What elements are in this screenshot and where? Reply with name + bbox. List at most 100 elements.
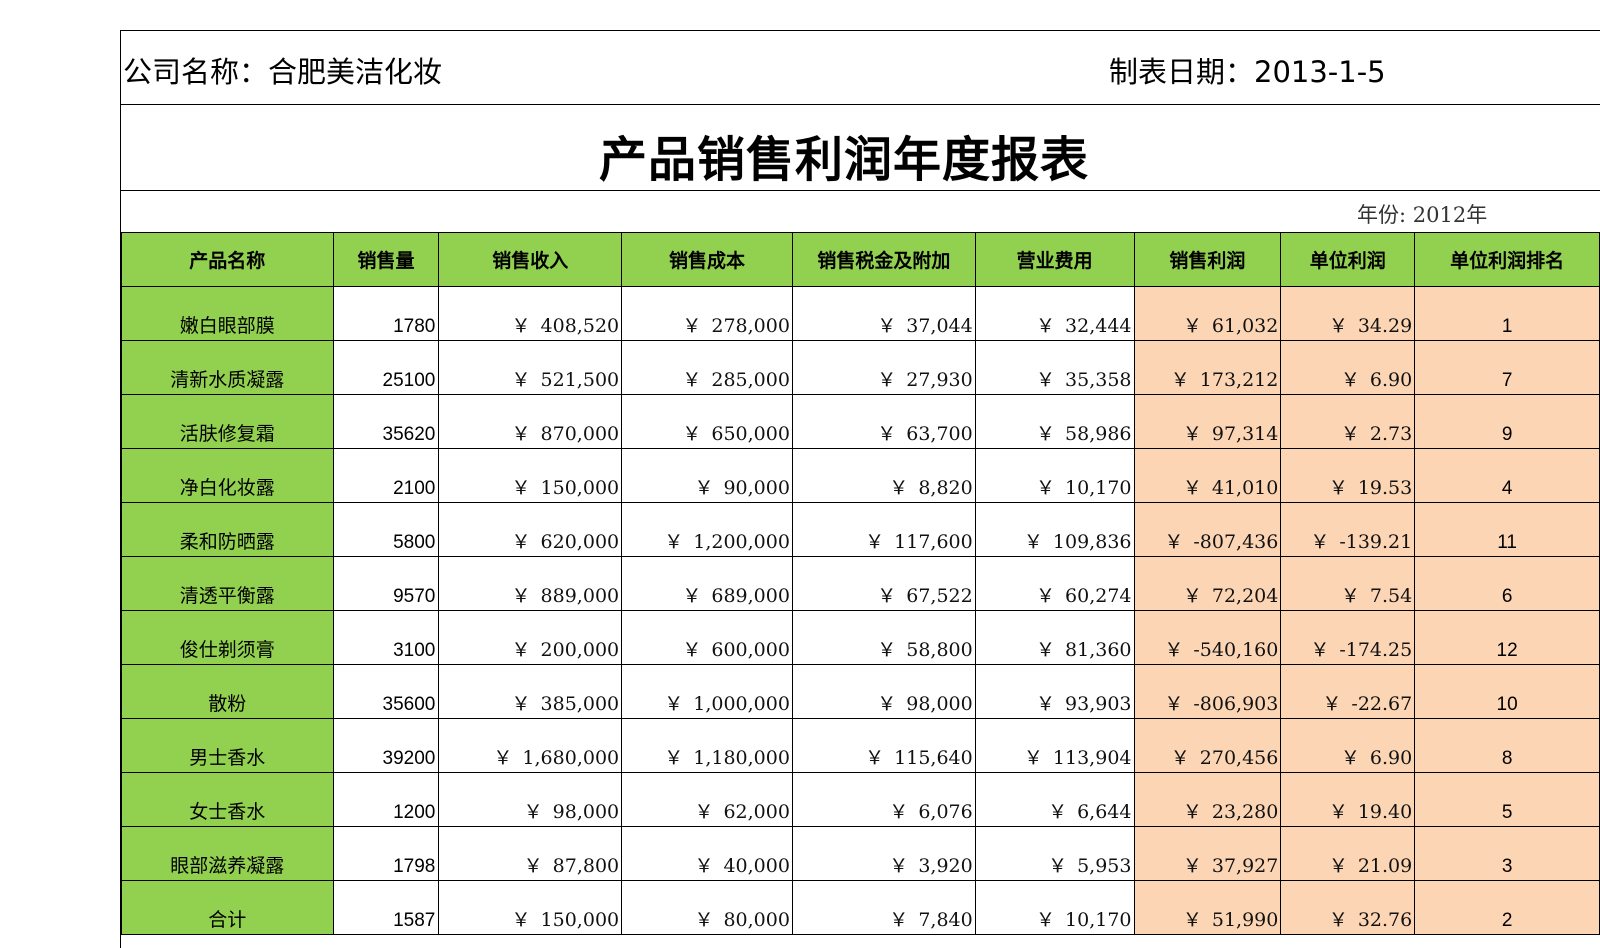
cell-rank[interactable]: 2	[1414, 880, 1600, 935]
cell-tax[interactable]: ￥ 58,800	[791, 610, 976, 665]
cell-rank[interactable]: 12	[1414, 610, 1600, 665]
cell-cost[interactable]: ￥ 40,000	[621, 826, 793, 881]
cell-unit-profit[interactable]: ￥ 7.54	[1280, 556, 1416, 611]
cell-rank[interactable]: 1	[1414, 286, 1600, 341]
cell-profit[interactable]: ￥ 173,212	[1133, 340, 1282, 395]
cell-cost[interactable]: ￥ 600,000	[621, 610, 793, 665]
cell-unit-profit[interactable]: ￥ -174.25	[1280, 610, 1416, 665]
cell-expense[interactable]: ￥ 6,644	[974, 772, 1135, 827]
cell-revenue[interactable]: ￥ 87,800	[438, 826, 623, 881]
cell-cost[interactable]: ￥ 62,000	[621, 772, 793, 827]
cell-unit-profit[interactable]: ￥ -139.21	[1280, 502, 1416, 557]
cell-expense[interactable]: ￥ 93,903	[974, 664, 1135, 719]
cell-product-name[interactable]: 清透平衡露	[121, 556, 334, 611]
cell-tax[interactable]: ￥ 117,600	[791, 502, 976, 557]
cell-expense[interactable]: ￥ 10,170	[974, 880, 1135, 935]
cell-revenue[interactable]: ￥ 98,000	[438, 772, 623, 827]
cell-rank[interactable]: 9	[1414, 394, 1600, 449]
cell-unit-profit[interactable]: ￥ 2.73	[1280, 394, 1416, 449]
cell-expense[interactable]: ￥ 5,953	[974, 826, 1135, 881]
cell-expense[interactable]: ￥ 113,904	[974, 718, 1135, 773]
cell-profit[interactable]: ￥ 37,927	[1133, 826, 1282, 881]
cell-tax[interactable]: ￥ 6,076	[791, 772, 976, 827]
col-header-rank[interactable]: 单位利润排名	[1414, 232, 1600, 287]
col-header-revenue[interactable]: 销售收入	[438, 232, 623, 287]
cell-expense[interactable]: ￥ 32,444	[974, 286, 1135, 341]
cell-qty[interactable]: 3100	[332, 610, 440, 665]
cell-revenue[interactable]: ￥ 200,000	[438, 610, 623, 665]
cell-qty[interactable]: 25100	[332, 340, 440, 395]
cell-qty[interactable]: 1587	[332, 880, 440, 935]
cell-tax[interactable]: ￥ 98,000	[791, 664, 976, 719]
cell-rank[interactable]: 6	[1414, 556, 1600, 611]
cell-profit[interactable]: ￥ 41,010	[1133, 448, 1282, 503]
col-header-product[interactable]: 产品名称	[121, 232, 334, 287]
cell-profit[interactable]: ￥ -806,903	[1133, 664, 1282, 719]
cell-cost[interactable]: ￥ 285,000	[621, 340, 793, 395]
cell-profit[interactable]: ￥ 51,990	[1133, 880, 1282, 935]
cell-tax[interactable]: ￥ 7,840	[791, 880, 976, 935]
cell-product-name[interactable]: 清新水质凝露	[121, 340, 334, 395]
cell-tax[interactable]: ￥ 3,920	[791, 826, 976, 881]
cell-cost[interactable]: ￥ 90,000	[621, 448, 793, 503]
cell-qty[interactable]: 2100	[332, 448, 440, 503]
cell-expense[interactable]: ￥ 58,986	[974, 394, 1135, 449]
cell-expense[interactable]: ￥ 35,358	[974, 340, 1135, 395]
cell-revenue[interactable]: ￥ 889,000	[438, 556, 623, 611]
cell-cost[interactable]: ￥ 1,180,000	[621, 718, 793, 773]
cell-qty[interactable]: 5800	[332, 502, 440, 557]
cell-product-name[interactable]: 散粉	[121, 664, 334, 719]
cell-cost[interactable]: ￥ 1,000,000	[621, 664, 793, 719]
cell-expense[interactable]: ￥ 109,836	[974, 502, 1135, 557]
cell-tax[interactable]: ￥ 67,522	[791, 556, 976, 611]
cell-rank[interactable]: 3	[1414, 826, 1600, 881]
cell-qty[interactable]: 1200	[332, 772, 440, 827]
cell-rank[interactable]: 4	[1414, 448, 1600, 503]
cell-cost[interactable]: ￥ 650,000	[621, 394, 793, 449]
cell-unit-profit[interactable]: ￥ 19.40	[1280, 772, 1416, 827]
cell-rank[interactable]: 7	[1414, 340, 1600, 395]
cell-product-name[interactable]: 男士香水	[121, 718, 334, 773]
cell-product-name[interactable]: 合计	[121, 880, 334, 935]
cell-rank[interactable]: 10	[1414, 664, 1600, 719]
cell-revenue[interactable]: ￥ 150,000	[438, 448, 623, 503]
cell-product-name[interactable]: 柔和防晒露	[121, 502, 334, 557]
col-header-expense[interactable]: 营业费用	[974, 232, 1135, 287]
cell-cost[interactable]: ￥ 278,000	[621, 286, 793, 341]
cell-profit[interactable]: ￥ 97,314	[1133, 394, 1282, 449]
cell-qty[interactable]: 9570	[332, 556, 440, 611]
col-header-qty[interactable]: 销售量	[332, 232, 440, 287]
col-header-tax[interactable]: 销售税金及附加	[791, 232, 976, 287]
cell-qty[interactable]: 39200	[332, 718, 440, 773]
cell-product-name[interactable]: 女士香水	[121, 772, 334, 827]
cell-tax[interactable]: ￥ 8,820	[791, 448, 976, 503]
cell-rank[interactable]: 8	[1414, 718, 1600, 773]
cell-profit[interactable]: ￥ 72,204	[1133, 556, 1282, 611]
cell-product-name[interactable]: 嫩白眼部膜	[121, 286, 334, 341]
cell-expense[interactable]: ￥ 60,274	[974, 556, 1135, 611]
cell-qty[interactable]: 1798	[332, 826, 440, 881]
cell-revenue[interactable]: ￥ 385,000	[438, 664, 623, 719]
cell-rank[interactable]: 5	[1414, 772, 1600, 827]
cell-unit-profit[interactable]: ￥ 6.90	[1280, 718, 1416, 773]
cell-revenue[interactable]: ￥ 870,000	[438, 394, 623, 449]
cell-qty[interactable]: 35620	[332, 394, 440, 449]
cell-product-name[interactable]: 净白化妆露	[121, 448, 334, 503]
cell-unit-profit[interactable]: ￥ 6.90	[1280, 340, 1416, 395]
cell-revenue[interactable]: ￥ 620,000	[438, 502, 623, 557]
cell-profit[interactable]: ￥ 61,032	[1133, 286, 1282, 341]
col-header-profit[interactable]: 销售利润	[1133, 232, 1282, 287]
cell-unit-profit[interactable]: ￥ -22.67	[1280, 664, 1416, 719]
cell-profit[interactable]: ￥ -807,436	[1133, 502, 1282, 557]
cell-expense[interactable]: ￥ 81,360	[974, 610, 1135, 665]
cell-revenue[interactable]: ￥ 150,000	[438, 880, 623, 935]
cell-tax[interactable]: ￥ 63,700	[791, 394, 976, 449]
cell-expense[interactable]: ￥ 10,170	[974, 448, 1135, 503]
cell-tax[interactable]: ￥ 27,930	[791, 340, 976, 395]
cell-rank[interactable]: 11	[1414, 502, 1600, 557]
cell-profit[interactable]: ￥ 23,280	[1133, 772, 1282, 827]
cell-unit-profit[interactable]: ￥ 34.29	[1280, 286, 1416, 341]
cell-cost[interactable]: ￥ 80,000	[621, 880, 793, 935]
cell-qty[interactable]: 35600	[332, 664, 440, 719]
cell-profit[interactable]: ￥ 270,456	[1133, 718, 1282, 773]
